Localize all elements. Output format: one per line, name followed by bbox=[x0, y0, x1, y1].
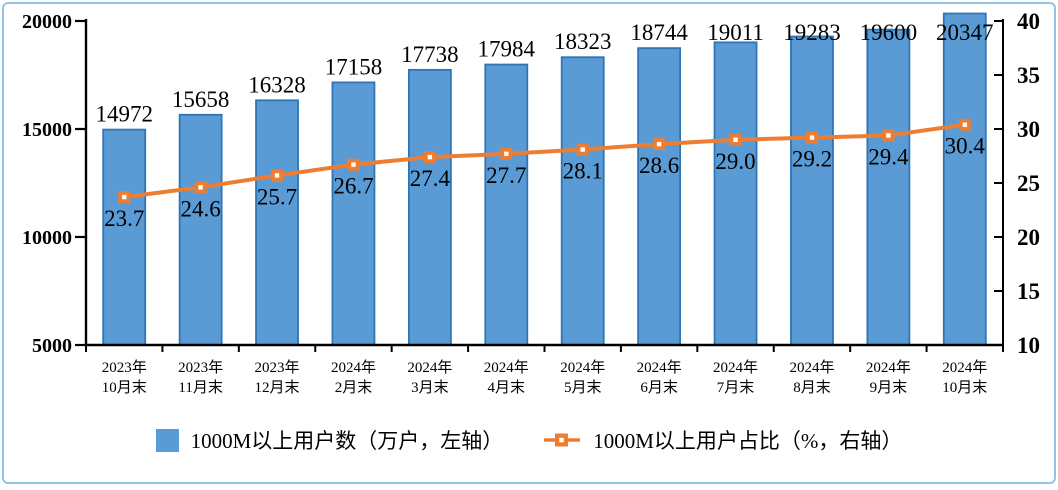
line-marker-center bbox=[886, 133, 891, 138]
bar bbox=[560, 56, 605, 346]
line-marker-center bbox=[809, 135, 815, 140]
line-marker-center bbox=[656, 141, 662, 147]
left-axis-tick-label: 10000 bbox=[22, 227, 72, 249]
line-marker-center bbox=[274, 173, 280, 178]
legend-bar-series-label: 1000M以上用户数（万户，左轴） bbox=[190, 429, 504, 453]
line-value-label: 24.6 bbox=[181, 196, 221, 221]
right-axis-tick-label: 25 bbox=[1017, 171, 1040, 196]
bar bbox=[713, 41, 758, 346]
line-marker-center bbox=[427, 154, 433, 160]
bar bbox=[331, 81, 376, 346]
bar bbox=[866, 28, 911, 346]
bar-value-label: 17158 bbox=[325, 54, 383, 79]
combo-chart-canvas: 20000 15000 10000 5000 40 35 30 25 20 15 10 2023年 10… bbox=[22, 9, 1040, 396]
chart-legend: 1000M以上用户数（万户，左轴） 1000M以上用户占比（%，右轴） bbox=[4, 425, 1054, 455]
x-category-label: 2024年 4月末 bbox=[484, 359, 529, 396]
x-category-label: 2023年 10月末 bbox=[102, 359, 147, 396]
bar-value-label: 15658 bbox=[172, 87, 230, 112]
line-series bbox=[122, 122, 967, 200]
line-marker-center bbox=[198, 185, 203, 190]
bar-value-label: 18744 bbox=[630, 20, 688, 45]
bar bbox=[407, 68, 452, 346]
line-value-label: 28.6 bbox=[639, 153, 679, 178]
line-marker-center bbox=[504, 151, 509, 157]
line-value-label: 23.7 bbox=[104, 206, 144, 231]
line-value-label: 29.0 bbox=[715, 149, 755, 174]
line-marker-center bbox=[580, 147, 585, 152]
x-category-label: 2024年 8月末 bbox=[789, 359, 834, 396]
x-category-label: 2024年 6月末 bbox=[637, 359, 682, 396]
line-value-label: 29.4 bbox=[868, 144, 909, 169]
line-series-swatch-icon bbox=[544, 433, 581, 447]
legend-item-bar-series: 1000M以上用户数（万户，左轴） bbox=[155, 425, 504, 455]
bar bbox=[942, 12, 987, 346]
left-axis-tick-label: 5000 bbox=[32, 335, 72, 357]
bar bbox=[484, 63, 529, 346]
x-category-label: 2024年 3月末 bbox=[407, 359, 452, 396]
right-axis-tick-label: 35 bbox=[1017, 63, 1040, 88]
line-marker-center bbox=[122, 194, 127, 200]
bar-value-label: 19600 bbox=[860, 20, 918, 45]
bar bbox=[790, 35, 834, 346]
bar-value-label: 20347 bbox=[936, 20, 994, 45]
bar bbox=[178, 113, 223, 346]
line-value-label: 26.7 bbox=[333, 174, 373, 199]
line-value-label: 28.1 bbox=[563, 159, 603, 184]
bar-value-label: 18323 bbox=[554, 29, 612, 54]
bar bbox=[637, 47, 682, 346]
line-value-label: 25.7 bbox=[257, 184, 297, 209]
line-value-label: 30.4 bbox=[945, 134, 986, 159]
left-axis-tick-label: 15000 bbox=[22, 119, 72, 141]
right-axis-tick-label: 30 bbox=[1017, 117, 1040, 142]
bar-value-label: 16328 bbox=[248, 72, 306, 97]
x-category-label: 2024年 7月末 bbox=[713, 359, 758, 396]
line-value-label: 29.2 bbox=[792, 147, 832, 172]
x-category-label: 2024年 5月末 bbox=[560, 359, 605, 396]
left-axis-tick-label: 20000 bbox=[22, 11, 72, 33]
bar-series-swatch-icon bbox=[155, 428, 179, 452]
right-axis-tick-label: 15 bbox=[1017, 279, 1040, 304]
x-category-label: 2023年 11月末 bbox=[178, 359, 223, 396]
line-value-label: 27.4 bbox=[410, 166, 451, 191]
bar-value-label: 14972 bbox=[95, 102, 153, 127]
bar-value-label: 17984 bbox=[478, 37, 536, 62]
right-axis-tick-label: 20 bbox=[1017, 225, 1040, 250]
line-marker-center bbox=[733, 137, 738, 142]
chart-frame: 20000 15000 10000 5000 40 35 30 25 20 15 10 2023年 10… bbox=[2, 2, 1056, 484]
right-axis-tick-label: 40 bbox=[1017, 9, 1040, 34]
bar-value-label: 19283 bbox=[783, 20, 841, 45]
x-category-label: 2024年 9月末 bbox=[866, 359, 911, 396]
bar bbox=[255, 99, 299, 346]
bar-value-label: 19011 bbox=[707, 20, 764, 45]
right-axis-tick-label: 10 bbox=[1017, 333, 1040, 358]
line-marker-center bbox=[962, 122, 967, 127]
line-value-label: 27.7 bbox=[486, 163, 526, 188]
legend-item-line-series: 1000M以上用户占比（%，右轴） bbox=[543, 425, 902, 455]
x-category-label: 2024年 2月末 bbox=[331, 359, 376, 396]
x-category-label: 2023年 12月末 bbox=[255, 359, 300, 396]
line-marker-center bbox=[351, 162, 356, 167]
bar-value-label: 17738 bbox=[401, 42, 459, 67]
bar bbox=[102, 128, 147, 346]
x-category-label: 2024年 10月末 bbox=[942, 359, 987, 396]
legend-line-series-label: 1000M以上用户占比（%，右轴） bbox=[593, 429, 903, 453]
